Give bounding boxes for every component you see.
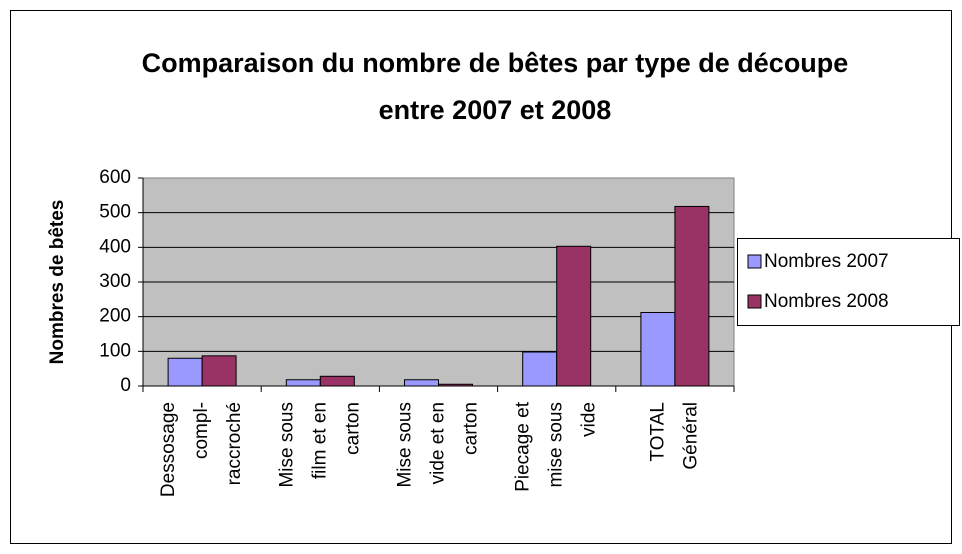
bar (556, 245, 592, 387)
x-tick-label: Mise sous (276, 402, 297, 488)
x-tick-label: Piecage et (513, 401, 534, 492)
y-tick-label: 100 (99, 340, 131, 361)
chart-title: Comparaison du nombre de bêtes par type … (141, 48, 849, 125)
legend-label: Nombres 2007 (764, 251, 889, 272)
bar (167, 357, 203, 387)
x-tick-label: vide et en (428, 402, 449, 484)
x-tick-label: Mise sous (395, 402, 416, 488)
x-tick-label: carton (342, 402, 363, 455)
x-tick-label: vide (579, 402, 600, 437)
bar (438, 383, 473, 387)
bar (201, 355, 237, 387)
x-tick-label: compl- (191, 402, 212, 459)
legend-label: Nombres 2008 (764, 291, 889, 312)
y-tick-label: 400 (99, 236, 131, 257)
y-tick-label: 0 (120, 375, 131, 396)
bar (522, 351, 558, 387)
y-tick-label: 300 (99, 271, 131, 292)
x-tick-label: TOTAL (647, 402, 668, 461)
legend-swatch (747, 294, 762, 309)
bar (285, 379, 321, 387)
bar (640, 312, 676, 387)
x-tick-label: raccroché (224, 402, 245, 485)
legend-box (737, 238, 960, 326)
x-tick-label: Général (680, 402, 701, 470)
x-tick-label: carton (461, 402, 482, 455)
y-tick-label: 200 (99, 306, 131, 327)
legend-swatch (747, 254, 762, 269)
y-axis-label: Nombres de bêtes (47, 200, 68, 365)
x-tick-label: Dessosage (158, 402, 179, 497)
x-tick-label: mise sous (546, 402, 567, 488)
y-tick-label: 600 (99, 167, 131, 188)
bar (674, 205, 710, 387)
x-tick-label: film et en (309, 402, 330, 479)
bar (404, 379, 439, 387)
bar (319, 375, 355, 387)
y-tick-label: 500 (99, 202, 131, 223)
